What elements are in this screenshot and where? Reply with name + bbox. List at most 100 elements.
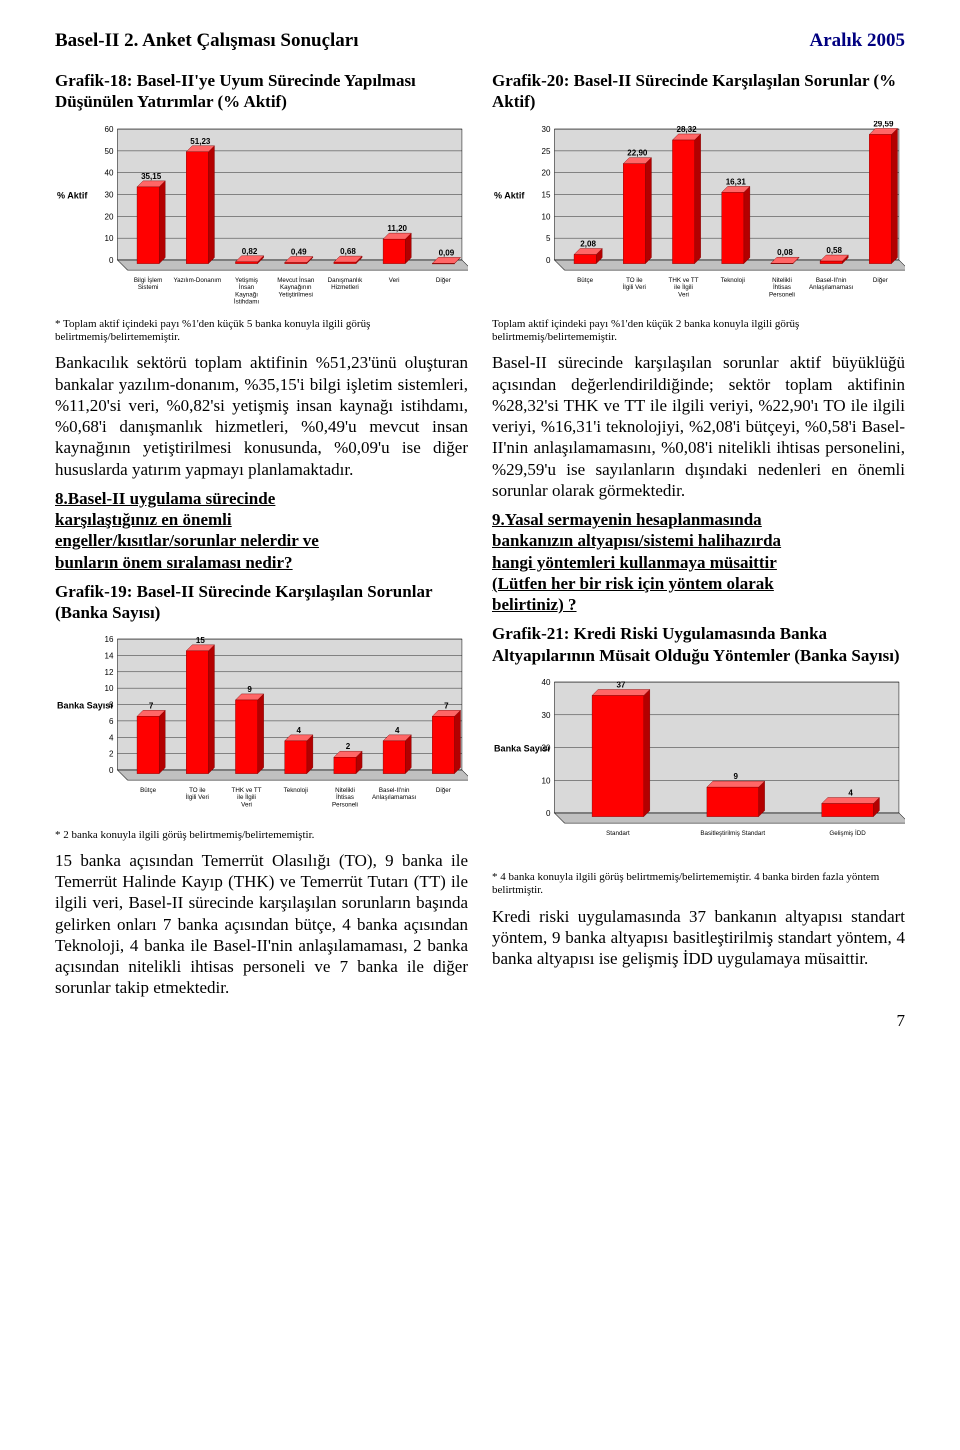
svg-text:37: 37 <box>616 680 625 689</box>
svg-text:11,20: 11,20 <box>387 224 407 233</box>
body-row-1: Bankacılık sektörü toplam aktifinin %51,… <box>55 352 905 1006</box>
svg-text:0,08: 0,08 <box>777 248 793 257</box>
svg-text:20: 20 <box>541 168 550 177</box>
svg-text:0,82: 0,82 <box>242 246 258 255</box>
q9: 9.Yasal sermayenin hesaplanmasında banka… <box>492 509 905 615</box>
svg-text:12: 12 <box>104 668 113 677</box>
svg-text:4: 4 <box>395 726 400 735</box>
svg-text:16: 16 <box>104 635 113 644</box>
svg-text:16,31: 16,31 <box>726 177 747 186</box>
svg-text:Basitleştirilmiş Standart: Basitleştirilmiş Standart <box>700 830 765 837</box>
svg-text:10: 10 <box>104 234 113 243</box>
chart21-footnote: * 4 banka konuyla ilgili görüş belirtmem… <box>492 871 905 897</box>
page-number: 7 <box>897 1011 906 1031</box>
svg-text:4: 4 <box>297 726 302 735</box>
svg-text:0: 0 <box>109 766 114 775</box>
svg-text:TO ileİlgili Veri: TO ileİlgili Veri <box>186 787 209 801</box>
svg-text:Banka Sayısı: Banka Sayısı <box>57 701 113 711</box>
svg-text:7: 7 <box>444 702 449 711</box>
svg-text:NitelikliİhtisasPersoneli: NitelikliİhtisasPersoneli <box>769 277 795 298</box>
left-p1: Bankacılık sektörü toplam aktifinin %51,… <box>55 352 468 480</box>
svg-text:THK ve TTile İlgiliVeri: THK ve TTile İlgiliVeri <box>669 277 699 298</box>
header-right: Aralık 2005 <box>809 30 905 52</box>
chart19-footnote: * 2 banka konuyla ilgili görüş belirtmem… <box>55 829 468 842</box>
svg-text:40: 40 <box>104 168 113 177</box>
svg-text:DanışmanlıkHizmetleri: DanışmanlıkHizmetleri <box>328 277 364 291</box>
left-body-1: Bankacılık sektörü toplam aktifinin %51,… <box>55 352 468 1006</box>
svg-text:10: 10 <box>104 684 113 693</box>
svg-text:YetişmişİnsanKaynağıİstihdamı: YetişmişİnsanKaynağıİstihdamı <box>234 277 260 305</box>
q8-1: 8.Basel-II uygulama sürecinde karşılaştı… <box>55 488 468 573</box>
header-left: Basel-II 2. Anket Çalışması Sonuçları <box>55 30 359 52</box>
svg-text:Gelişmiş İDD: Gelişmiş İDD <box>829 830 866 837</box>
svg-text:10: 10 <box>541 212 550 221</box>
chart20-title: Grafik-20: Basel-II Sürecinde Karşılaşıl… <box>492 70 905 113</box>
svg-text:Teknoloji: Teknoloji <box>721 277 745 284</box>
svg-text:Teknoloji: Teknoloji <box>284 787 308 794</box>
left-col-top: Grafik-18: Basel-II'ye Uyum Sürecinde Ya… <box>55 66 468 352</box>
chart20: 051015202530% Aktif2,08Bütçe22,90TO ileİ… <box>492 121 905 312</box>
svg-text:22,90: 22,90 <box>627 148 648 157</box>
svg-text:15: 15 <box>196 636 205 645</box>
svg-text:0,58: 0,58 <box>826 246 842 255</box>
svg-text:Veri: Veri <box>389 277 400 284</box>
svg-text:0: 0 <box>109 256 114 265</box>
svg-text:Diğer: Diğer <box>436 787 451 794</box>
svg-text:% Aktif: % Aktif <box>57 190 88 200</box>
svg-text:30: 30 <box>104 190 113 199</box>
svg-text:15: 15 <box>541 190 550 199</box>
svg-text:40: 40 <box>541 678 550 687</box>
svg-text:7: 7 <box>149 702 154 711</box>
svg-text:9: 9 <box>734 772 739 781</box>
chart19: 0246810121416Banka Sayısı7Bütçe15TO ileİ… <box>55 631 468 822</box>
svg-text:Diğer: Diğer <box>873 277 888 284</box>
svg-text:5: 5 <box>546 234 551 243</box>
svg-text:NitelikliİhtisasPersoneli: NitelikliİhtisasPersoneli <box>332 787 358 808</box>
svg-text:Mevcut İnsanKaynağınınYetiştir: Mevcut İnsanKaynağınınYetiştirilmesi <box>277 277 315 298</box>
svg-text:51,23: 51,23 <box>190 136 211 145</box>
svg-text:Bütçe: Bütçe <box>577 277 593 284</box>
right-p2: Kredi riski uygulamasında 37 bankanın al… <box>492 906 905 970</box>
svg-text:2: 2 <box>109 750 114 759</box>
svg-text:60: 60 <box>104 125 113 134</box>
svg-text:Standart: Standart <box>606 830 630 837</box>
chart21: 010203040Banka Sayısı37Standart9Basitleş… <box>492 674 905 865</box>
svg-text:2: 2 <box>346 742 351 751</box>
right-body-1: Basel-II sürecinde karşılaşılan sorunlar… <box>492 352 905 1006</box>
svg-text:14: 14 <box>104 652 113 661</box>
svg-text:30: 30 <box>541 711 550 720</box>
svg-text:4: 4 <box>109 734 114 743</box>
svg-text:4: 4 <box>848 788 853 797</box>
chart21-title: Grafik-21: Kredi Riski Uygulamasında Ban… <box>492 623 905 666</box>
svg-text:29,59: 29,59 <box>873 121 894 128</box>
chart18-footnote: * Toplam aktif içindeki payı %1'den küçü… <box>55 318 468 344</box>
left-p2: 15 banka açısından Temerrüt Olasılığı (T… <box>55 850 468 999</box>
svg-text:10: 10 <box>541 776 550 785</box>
svg-text:TO ileİlgili Veri: TO ileİlgili Veri <box>623 277 646 291</box>
svg-text:28,32: 28,32 <box>676 124 697 133</box>
svg-text:Diğer: Diğer <box>436 277 451 284</box>
chart18-title: Grafik-18: Basel-II'ye Uyum Sürecinde Ya… <box>55 70 468 113</box>
svg-text:0,49: 0,49 <box>291 247 307 256</box>
chart18: 0102030405060% Aktif35,15Bilgi İşlemSist… <box>55 121 468 312</box>
svg-text:0: 0 <box>546 809 551 818</box>
svg-text:25: 25 <box>541 146 550 155</box>
page: Basel-II 2. Anket Çalışması Sonuçları Ar… <box>0 0 960 1037</box>
chart19-title: Grafik-19: Basel-II Sürecinde Karşılaşıl… <box>55 581 468 624</box>
svg-text:2,08: 2,08 <box>580 239 596 248</box>
svg-text:20: 20 <box>104 212 113 221</box>
right-col-top: Grafik-20: Basel-II Sürecinde Karşılaşıl… <box>492 66 905 352</box>
svg-text:0: 0 <box>546 256 551 265</box>
svg-text:Yazılım-Donanım: Yazılım-Donanım <box>173 277 221 284</box>
svg-text:35,15: 35,15 <box>141 171 162 180</box>
svg-text:6: 6 <box>109 717 114 726</box>
chart20-footnote: Toplam aktif içindeki payı %1'den küçük … <box>492 318 905 344</box>
svg-text:Basel-II'ninAnlaşılamaması: Basel-II'ninAnlaşılamaması <box>372 787 417 801</box>
svg-text:0,68: 0,68 <box>340 247 356 256</box>
svg-text:Basel-II'ninAnlaşılamaması: Basel-II'ninAnlaşılamaması <box>809 277 854 291</box>
page-header: Basel-II 2. Anket Çalışması Sonuçları Ar… <box>55 30 905 52</box>
svg-text:50: 50 <box>104 146 113 155</box>
svg-text:THK ve TTile İlgiliVeri: THK ve TTile İlgiliVeri <box>232 787 262 808</box>
svg-text:9: 9 <box>247 685 252 694</box>
top-chart-row: Grafik-18: Basel-II'ye Uyum Sürecinde Ya… <box>55 66 905 352</box>
